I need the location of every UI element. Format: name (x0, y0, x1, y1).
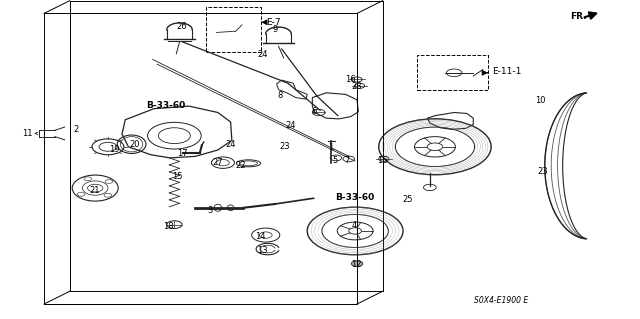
Text: 24: 24 (285, 121, 296, 130)
Text: 4: 4 (351, 221, 356, 230)
Text: 24: 24 (225, 140, 236, 149)
Text: 23: 23 (280, 142, 290, 151)
Text: 6: 6 (311, 107, 316, 116)
Text: 15: 15 (172, 172, 183, 181)
Text: B-33-60: B-33-60 (335, 193, 375, 202)
Text: 22: 22 (235, 161, 245, 170)
Text: 11: 11 (22, 129, 33, 138)
Text: B-33-60: B-33-60 (146, 101, 185, 110)
Text: 5: 5 (332, 156, 337, 165)
Text: 21: 21 (90, 186, 100, 195)
Text: 7: 7 (345, 156, 350, 165)
Text: 17: 17 (177, 149, 188, 158)
Text: 14: 14 (255, 232, 266, 241)
Text: S0X4-E1900 E: S0X4-E1900 E (474, 296, 528, 305)
Text: 19: 19 (109, 145, 120, 154)
Bar (417, 55, 488, 90)
Text: 1: 1 (328, 143, 333, 152)
Text: 2: 2 (74, 125, 79, 134)
Text: 8: 8 (278, 91, 283, 100)
Text: 23: 23 (352, 82, 362, 91)
Text: 25: 25 (402, 195, 413, 204)
Text: 16: 16 (346, 75, 356, 84)
Bar (206, 7, 261, 52)
Text: 27: 27 (212, 158, 223, 167)
Text: 23: 23 (537, 167, 548, 176)
Text: 20: 20 (129, 140, 140, 149)
Text: 10: 10 (535, 96, 545, 105)
Text: 12: 12 (351, 260, 362, 270)
Text: 13: 13 (257, 246, 268, 255)
Text: 18: 18 (163, 222, 174, 231)
Circle shape (351, 261, 363, 267)
Text: FR.: FR. (570, 12, 587, 21)
Text: 24: 24 (257, 49, 268, 59)
Text: 26: 26 (176, 22, 187, 31)
Text: 3: 3 (207, 206, 213, 215)
Text: E-11-1: E-11-1 (492, 67, 522, 76)
Text: E-7: E-7 (266, 18, 280, 27)
Text: 9: 9 (273, 26, 278, 34)
Text: 16: 16 (376, 156, 387, 165)
